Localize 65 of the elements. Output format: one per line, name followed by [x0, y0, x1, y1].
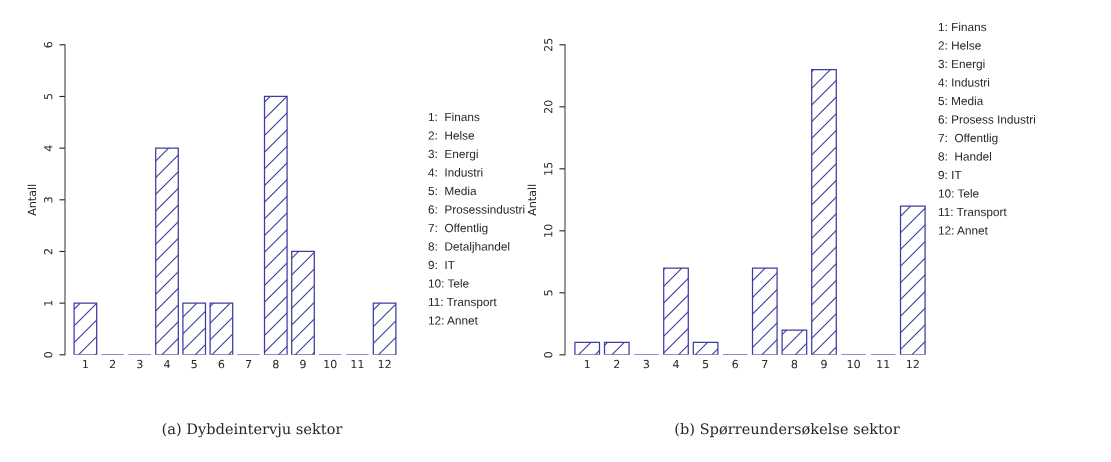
text: 12: Annet: [428, 316, 478, 325]
x-tick-label: 6: [732, 359, 739, 369]
y-tick-label: 0: [44, 352, 53, 358]
x-tick-label: 11: [877, 360, 890, 369]
text: (b) Spørreundersøkelse sektor: [675, 423, 900, 438]
text: 9: IT: [428, 260, 455, 270]
x-tick-label: 6: [218, 359, 225, 369]
x-tick-label: 1: [83, 360, 88, 369]
x-tick-label: 3: [137, 359, 143, 369]
x-tick-label: 12: [906, 359, 919, 369]
text: 8: Detaljhandel: [428, 242, 510, 253]
text: 1: Finans: [938, 22, 987, 32]
text: (a) Dybdeintervju sektor: [162, 423, 343, 438]
text: 8: Handel: [938, 152, 992, 161]
y-axis-title: Antall: [527, 184, 537, 216]
x-tick-label: 9: [300, 359, 306, 369]
y-axis-title: Antall: [27, 184, 37, 216]
text: 2: Helse: [428, 131, 475, 140]
text: 2: Helse: [938, 41, 981, 50]
y-tick-label: 20: [544, 100, 553, 114]
x-tick-label: 7: [762, 360, 768, 369]
y-tick-label: 25: [544, 38, 553, 52]
x-tick-label: 2: [109, 359, 116, 369]
x-tick-label: 8: [791, 359, 798, 369]
text: 11: Transport: [428, 297, 497, 309]
text: 11: Transport: [938, 207, 1007, 219]
text: 12: Annet: [938, 226, 988, 235]
x-tick-label: 5: [702, 360, 709, 369]
text: 9: IT: [938, 170, 962, 180]
y-tick-label: 15: [544, 162, 553, 175]
text: 4: Industri: [938, 78, 990, 87]
x-tick-label: 2: [614, 359, 620, 369]
y-tick-label: 5: [544, 290, 553, 296]
y-tick-label: 2: [44, 249, 53, 255]
x-tick-label: 3: [643, 359, 650, 369]
x-tick-label: 10: [324, 359, 337, 369]
x-tick-label: 8: [273, 359, 279, 369]
x-tick-label: 4: [164, 360, 170, 369]
y-tick-label: 5: [44, 93, 53, 100]
x-tick-label: 4: [673, 360, 679, 369]
x-tick-label: 12: [378, 359, 391, 369]
text: 7: Offentlig: [428, 223, 488, 235]
text: 3: Energi: [428, 149, 478, 161]
text: 6: Prosessindustri: [428, 205, 525, 214]
y-tick-label: 10: [544, 224, 553, 237]
text: 5: Media: [428, 186, 477, 196]
x-tick-label: 9: [821, 359, 827, 369]
y-tick-label: 4: [44, 145, 53, 152]
x-tick-label: 1: [584, 360, 590, 369]
text: 7: Offentlig: [938, 133, 998, 145]
text: 6: Prosess Industri: [938, 115, 1035, 124]
y-tick-label: 3: [44, 197, 53, 203]
text: 5: Media: [938, 96, 984, 106]
x-tick-label: 11: [351, 360, 364, 369]
x-tick-label: 5: [191, 360, 197, 369]
text: 10: Tele: [938, 189, 979, 198]
y-tick-label: 1: [44, 300, 53, 306]
text: 3: Energi: [938, 59, 985, 71]
text: 10: Tele: [428, 279, 469, 288]
y-tick-label: 6: [44, 41, 53, 48]
x-tick-label: 7: [245, 360, 252, 369]
text: 1: Finans: [428, 112, 480, 122]
x-tick-label: 10: [847, 359, 860, 369]
text: 4: Industri: [428, 168, 483, 177]
y-tick-label: 0: [544, 352, 553, 358]
